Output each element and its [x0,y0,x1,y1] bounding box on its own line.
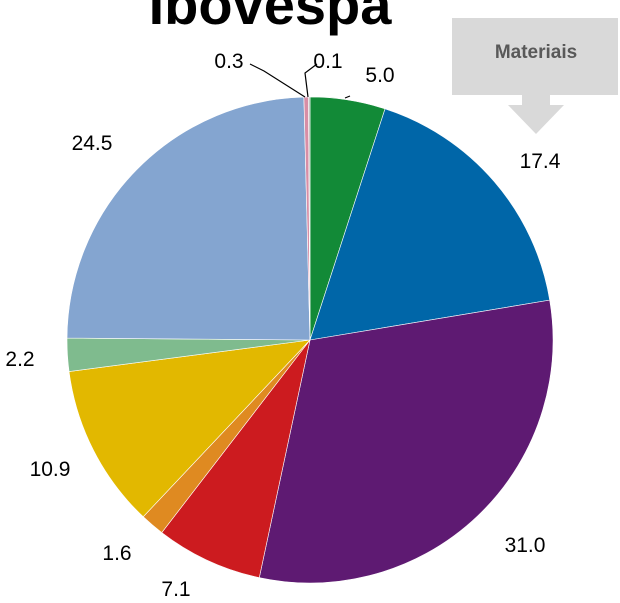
chart-title: Ibovespa [149,0,393,36]
leader-lines [249,63,351,99]
slice-label: 24.5 [72,132,113,155]
leader-line [304,63,318,98]
slice-labels: 5.0 17.4 31.0 7.1 1.6 10.9 2.2 24.5 0.3 0.1 [5,50,560,601]
slice-label: 0.3 [214,50,243,73]
slice-label: 31.0 [505,534,546,557]
pie-slice [308,96,311,341]
callout: Materiais [452,18,618,134]
slice-label: 10.9 [30,458,71,481]
slice-label: 0.1 [313,50,342,73]
slice-label: 2.2 [5,348,34,371]
pie-slice [161,339,311,579]
slice-label: 7.1 [161,578,190,601]
callout-box [452,18,618,134]
leader-line [249,63,306,98]
slice-label: 17.4 [520,150,561,173]
pie-slice [258,299,554,584]
slice-label: 5.0 [365,64,394,87]
pie-slice [68,339,311,518]
pie-slice [66,96,311,341]
pie-slice [309,108,551,341]
callout-label: Materiais [495,42,577,63]
leader-line [344,95,351,99]
slice-label: 1.6 [102,542,131,565]
pie-slices [66,96,554,584]
